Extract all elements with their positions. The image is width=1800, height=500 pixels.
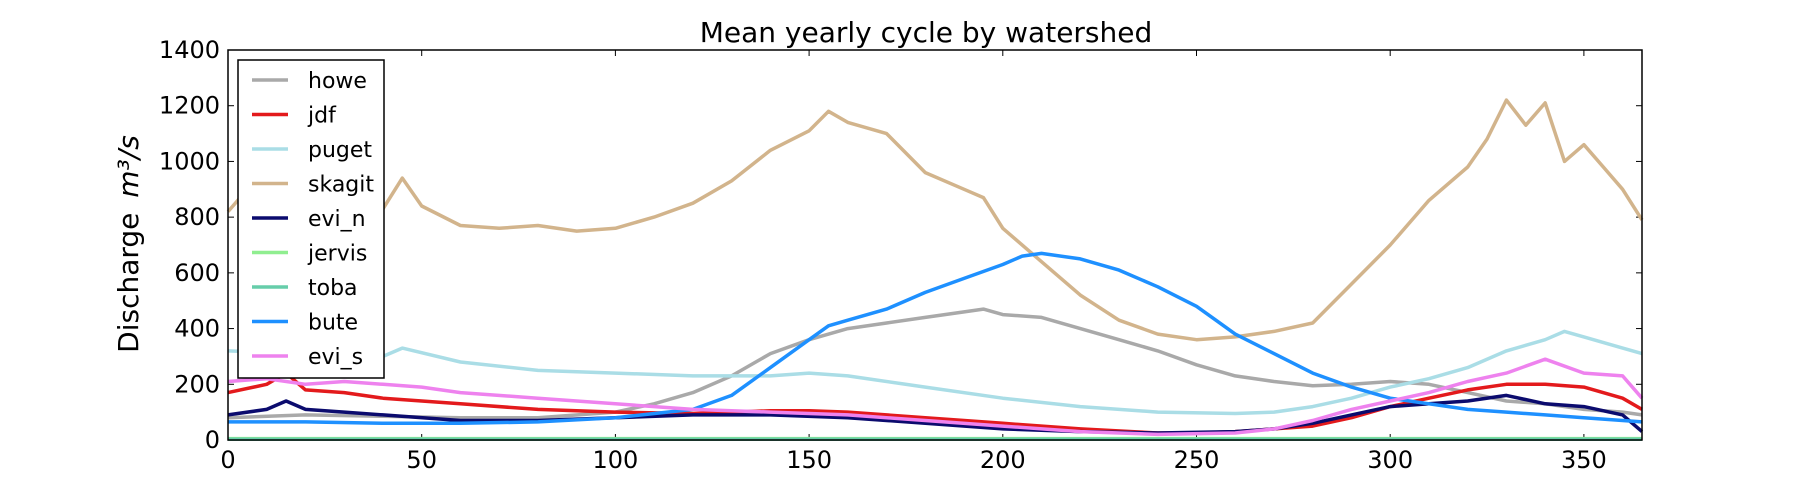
x-tick-label: 0 <box>220 446 235 474</box>
y-axis-label-text: Discharge <box>112 213 145 353</box>
chart-title: Mean yearly cycle by watershed <box>700 16 1153 49</box>
y-tick-label: 400 <box>174 315 220 343</box>
plot-frame <box>227 49 1643 441</box>
series-line-skagit <box>226 98 1644 342</box>
y-axis-label: Discharge m³/s <box>112 135 145 353</box>
svg-text:Discharge m³/s: Discharge m³/s <box>112 135 145 353</box>
y-axis-unit: m³/s <box>112 135 145 198</box>
series-line-puget <box>227 329 1643 416</box>
axis-ticks: 0 50 100 150 200 250 300 350 0 200 400 600 800 1000 12… <box>159 36 1642 474</box>
legend-label-evi_s: evi_s <box>308 345 363 370</box>
series-lines <box>226 98 1644 441</box>
y-tick-label: 1000 <box>159 147 220 175</box>
y-tick-label: 1400 <box>159 36 220 64</box>
y-tick-label: 1200 <box>159 92 220 120</box>
legend-label-skagit: skagit <box>308 173 374 198</box>
x-tick-label: 150 <box>786 446 832 474</box>
y-tick-label: 800 <box>174 203 220 231</box>
x-tick-label: 350 <box>1561 446 1607 474</box>
x-tick-label: 300 <box>1367 446 1413 474</box>
x-tick-label: 200 <box>980 446 1026 474</box>
legend-label-howe: howe <box>308 69 367 94</box>
series-line-jdf <box>227 371 1643 435</box>
legend-label-jervis: jervis <box>307 242 367 267</box>
series-line-bute <box>228 251 1643 426</box>
legend-label-bute: bute <box>308 311 358 336</box>
legend-label-evi_n: evi_n <box>308 207 366 232</box>
series-line-evi_s <box>227 357 1644 437</box>
y-tick-label: 600 <box>174 259 220 287</box>
x-tick-label: 50 <box>406 446 437 474</box>
y-tick-label: 0 <box>205 426 220 454</box>
legend-label-toba: toba <box>308 276 358 301</box>
x-tick-label: 100 <box>592 446 638 474</box>
x-tick-label: 250 <box>1174 446 1220 474</box>
legend-label-jdf: jdf <box>307 104 337 129</box>
legend-label-puget: puget <box>308 138 372 163</box>
y-tick-label: 200 <box>174 370 220 398</box>
